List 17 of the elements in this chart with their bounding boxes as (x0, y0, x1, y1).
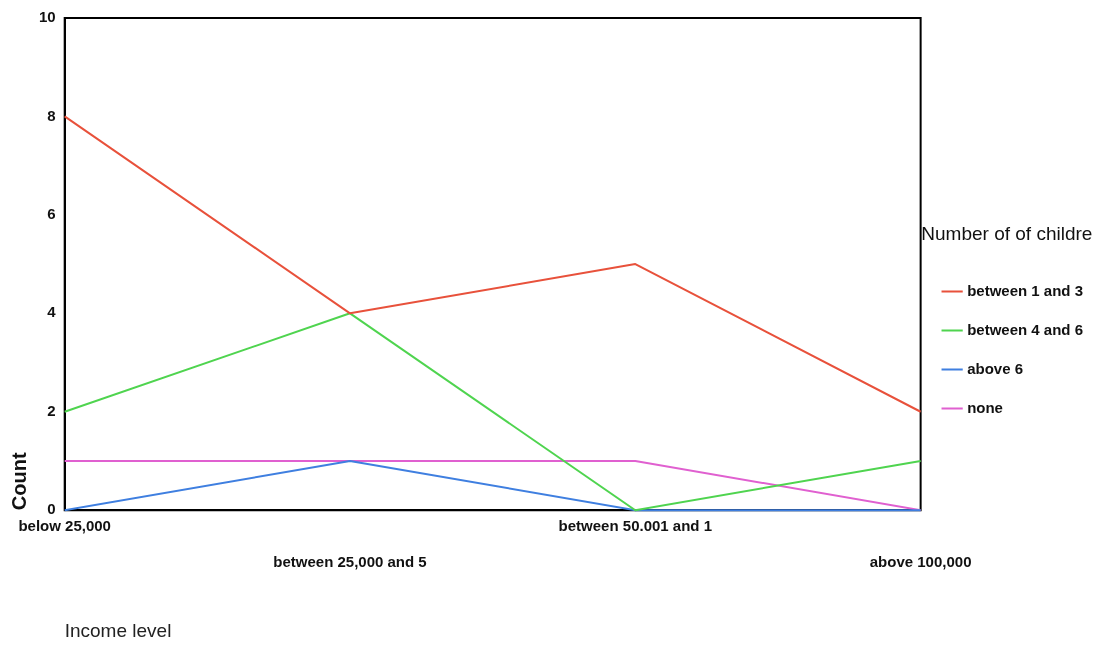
y-tick-label: 0 (47, 500, 56, 518)
x-axis-title: Income level (64, 619, 172, 641)
y-tick-label: 10 (39, 8, 56, 26)
x-tick-label: between 50.001 and 1 (558, 517, 713, 535)
legend-label: none (967, 398, 1003, 416)
x-tick-label: between 25,000 and 5 (273, 553, 427, 571)
x-tick-label: above 100,000 (869, 553, 972, 571)
legend-label: between 1 and 3 (967, 281, 1084, 299)
legend-label: between 4 and 6 (967, 320, 1084, 338)
legend-label: above 6 (967, 359, 1024, 377)
y-tick-label: 4 (47, 303, 57, 321)
x-tick-label: below 25,000 (18, 517, 111, 535)
y-tick-label: 8 (47, 106, 56, 124)
y-tick-label: 2 (47, 401, 56, 419)
y-tick-label: 6 (47, 205, 56, 223)
y-axis-title: Count (7, 452, 30, 511)
legend-title: Number of of childre (921, 222, 1093, 244)
